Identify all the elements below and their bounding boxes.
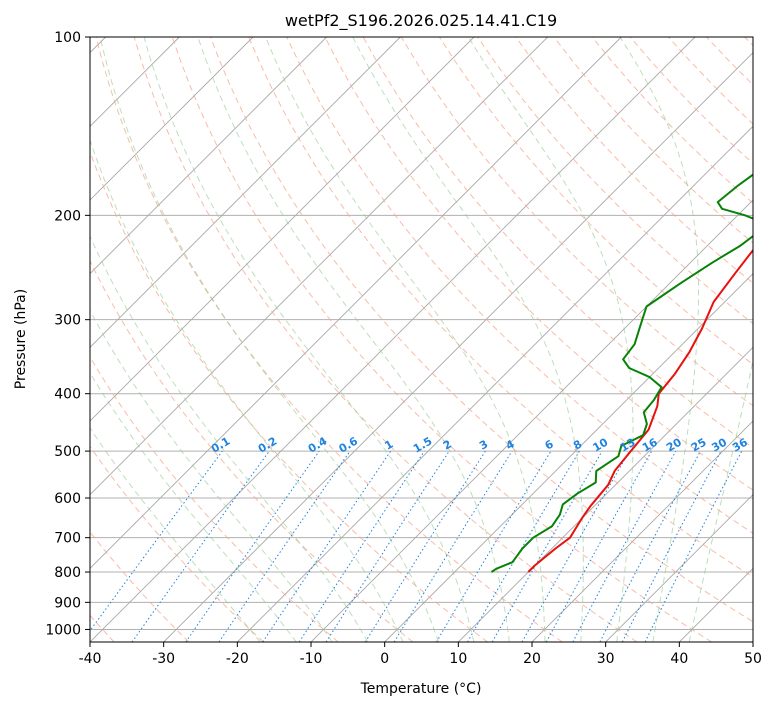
isotherm-line-0 (384, 273, 753, 642)
moist-adiabat-m10 (90, 309, 333, 642)
isotherm-line-m90 (90, 37, 327, 275)
mixing-ratio-line-12 (521, 450, 630, 642)
isotherm-line-m50 (90, 37, 622, 569)
x-tick-label-0: -40 (79, 651, 102, 667)
x-tick-label-7: 30 (597, 651, 615, 667)
isotherm-line-m80 (90, 37, 401, 348)
y-tick-label-8: 200 (54, 208, 81, 224)
y-tick-label-4: 600 (54, 491, 81, 507)
isotherm-line-30 (605, 494, 753, 642)
y-tick-label-6: 400 (54, 387, 81, 403)
y-tick-label-3: 700 (54, 531, 81, 547)
y-tick-label-0: 1000 (45, 622, 81, 638)
mixing-ratio-line-0 (90, 450, 223, 632)
moist-adiabat-m20 (90, 427, 261, 642)
isotherm-line-m30 (163, 52, 753, 642)
moist-adiabat-m5 (90, 235, 369, 642)
background-lines (90, 37, 753, 642)
dry-adiabat-70 (286, 37, 753, 534)
isotherm-line-m60 (90, 37, 548, 496)
mixing-ratio-line-6 (325, 450, 450, 642)
x-tick-label-1: -30 (152, 651, 175, 667)
isotherm-line-m70 (90, 37, 475, 422)
x-tick-label-4: 0 (380, 651, 389, 667)
x-tick-label-6: 20 (523, 651, 541, 667)
dry-adiabat-m20 (90, 445, 264, 642)
y-tick-label-2: 800 (54, 565, 81, 581)
dry-adiabat-0 (90, 259, 414, 642)
series-layer (490, 173, 753, 573)
moist-adiabat-5 (99, 37, 439, 642)
dry-adiabat-130 (515, 37, 753, 284)
moist-adiabat-25 (352, 37, 584, 642)
moist-adiabat-40 (688, 358, 753, 642)
x-axis-label: Temperature (°C) (360, 681, 482, 697)
chart-title: wetPf2_S196.2026.025.14.41.C19 (285, 11, 557, 31)
mixing-ratio-line-8 (393, 450, 513, 642)
moist-adiabat-20 (265, 37, 546, 642)
moist-adiabat-35 (619, 37, 699, 642)
profile-temperature-line (527, 248, 753, 573)
dry-adiabat-50 (210, 37, 753, 623)
y-tick-label-5: 500 (54, 444, 81, 460)
moist-adiabat-15 (197, 37, 510, 642)
isotherm-line-m20 (237, 125, 753, 642)
isotherm-line-20 (531, 420, 753, 642)
dry-adiabat-20 (95, 37, 563, 642)
moist-adiabat-0 (90, 138, 404, 642)
y-tick-label-9: 100 (54, 30, 81, 46)
dry-adiabat-60 (248, 37, 753, 578)
mixing-ratio-line-5 (298, 450, 425, 642)
mixing-ratio-line-14 (572, 450, 677, 642)
isotherm-line-50 (752, 641, 753, 642)
x-tick-label-2: -20 (226, 651, 249, 667)
dry-adiabat-80 (324, 37, 753, 491)
mixing-ratio-line-4 (262, 450, 392, 642)
moist-adiabat-10 (143, 37, 475, 642)
mixing-ratio-line-1 (131, 450, 270, 642)
moist-adiabat-m15 (90, 371, 297, 642)
isotherm-line-m40 (90, 37, 696, 642)
x-tick-label-8: 40 (670, 651, 688, 667)
x-tick-label-5: 10 (449, 651, 467, 667)
isotherm-line-m100 (90, 37, 254, 201)
dry-adiabat-40 (171, 37, 712, 642)
isotherm-line-10 (458, 346, 753, 642)
mixing-ratio-line-3 (218, 450, 351, 642)
y-tick-label-7: 300 (54, 313, 81, 329)
plot-frame (89, 36, 754, 643)
mixing-ratio-line-13 (545, 450, 653, 642)
y-tick-label-1: 900 (54, 595, 81, 611)
axes: -40 -30 -20 -10 0 10 20 30 40 50 1000 900 800 700 600 5… (45, 30, 762, 667)
plot-background (90, 37, 753, 642)
dry-adiabat-m10 (90, 356, 339, 642)
profile-dewpoint-line (490, 173, 753, 573)
dry-adiabat-30 (133, 37, 638, 642)
mixing-ratio-line-17 (644, 450, 743, 642)
mixing-ratio-line-2 (185, 450, 320, 642)
y-axis-label: Pressure (hPa) (13, 289, 29, 389)
x-tick-label-3: -10 (300, 651, 323, 667)
x-tick-label-9: 50 (744, 651, 762, 667)
